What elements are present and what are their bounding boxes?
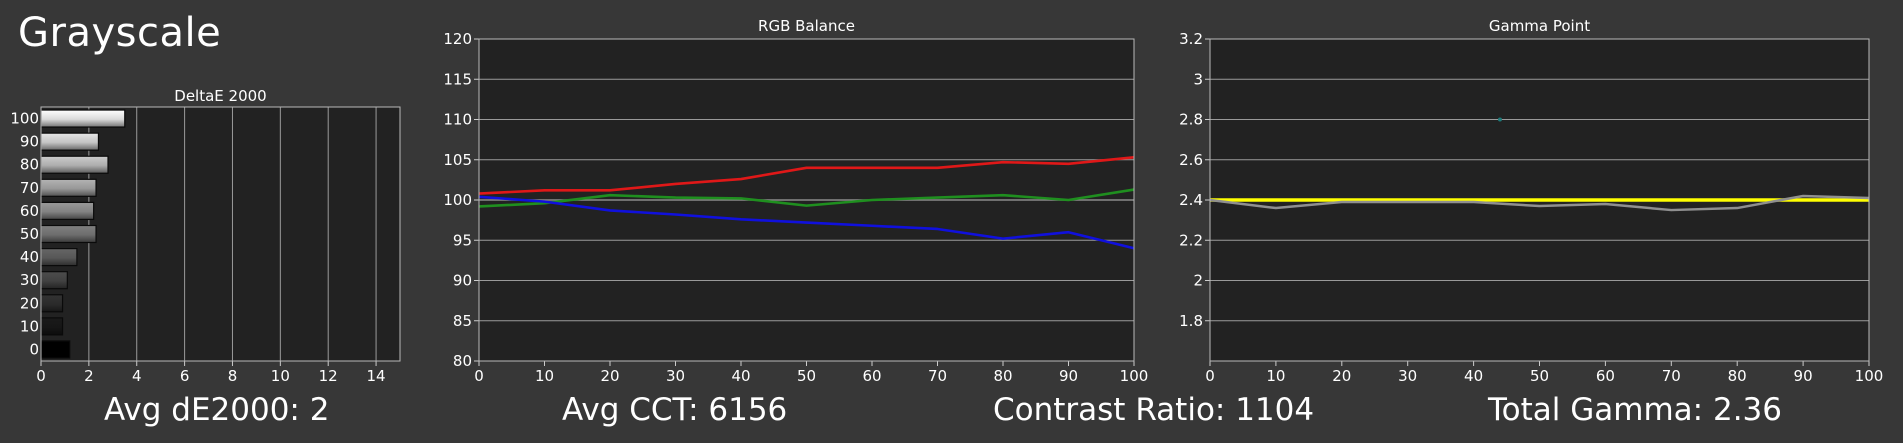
gamma-tick-label-x: 60	[1596, 367, 1615, 385]
contrast-stat: Contrast Ratio: 1104	[993, 392, 1314, 428]
contrast-label: Contrast Ratio:	[993, 392, 1236, 428]
rgb-plot-border	[478, 38, 1135, 362]
gamma-plot-border	[1209, 38, 1870, 362]
deltae-category-label: 80	[20, 156, 39, 174]
avg-cct-label: Avg CCT:	[562, 392, 709, 428]
rgb-tick-label-y: 120	[443, 30, 472, 48]
deltae-category-label: 30	[20, 271, 39, 289]
gamma-tick-label-y: 3	[1193, 70, 1203, 88]
deltae-chart-title: DeltaE 2000	[174, 87, 266, 105]
rgb-tick-label-y: 95	[453, 231, 472, 249]
gamma-series-line-0	[1209, 194, 1870, 212]
deltae-bar-30	[40, 271, 68, 290]
rgb-tick-label-y: 105	[443, 151, 472, 169]
rgb-tick-label-y: 85	[453, 312, 472, 330]
deltae-bar-60	[40, 201, 95, 221]
gamma-tick-label-x: 100	[1855, 367, 1884, 385]
deltae-plot-area	[41, 107, 400, 361]
rgb-tick-label-x: 100	[1120, 367, 1149, 385]
rgb-tick-label-x: 30	[666, 367, 685, 385]
rgb-tick-label-y: 80	[453, 352, 472, 370]
avg-de-label: Avg dE2000:	[104, 392, 310, 428]
gamma-stat: Total Gamma: 2.36	[1488, 392, 1782, 428]
rgb-tick-label-x: 60	[862, 367, 881, 385]
deltae-bar-70	[40, 178, 97, 197]
deltae-category-label: 20	[20, 294, 39, 312]
rgb-tick-label-x: 50	[797, 367, 816, 385]
deltae-tick-label-x: 0	[36, 367, 46, 385]
deltae-bar-0	[40, 340, 71, 359]
deltae-plot-border	[40, 106, 401, 362]
deltae-bar-40	[40, 247, 78, 267]
deltae-category-label: 90	[20, 133, 39, 151]
rgb-tick-label-y: 115	[443, 70, 472, 88]
rgb-tick-label-y: 110	[443, 111, 472, 129]
gamma-tick-label-y: 2	[1193, 272, 1203, 290]
avg-de-value: 2	[309, 392, 330, 428]
rgb-tick-label-y: 100	[443, 191, 472, 209]
gamma-tick-label-y: 2.6	[1179, 151, 1203, 169]
deltae-category-label: 60	[20, 202, 39, 220]
gamma-tick-label-x: 70	[1662, 367, 1681, 385]
gamma-tick-label-y: 3.2	[1179, 30, 1203, 48]
gamma-chart-title: Gamma Point	[1489, 17, 1590, 35]
rgb-series-line-0	[478, 156, 1135, 195]
deltae-tick-label-x: 8	[228, 367, 238, 385]
deltae-tick-label-x: 12	[319, 367, 338, 385]
gamma-tick-label-y: 2.4	[1179, 191, 1203, 209]
avg-cct-stat: Avg CCT: 6156	[562, 392, 787, 428]
rgb-tick-label-x: 20	[600, 367, 619, 385]
gamma-tick-label-y: 1.8	[1179, 312, 1203, 330]
deltae-tick-label-x: 2	[84, 367, 94, 385]
gamma-tick-label-y: 2.8	[1179, 111, 1203, 129]
rgb-tick-label-x: 10	[535, 367, 554, 385]
deltae-bar-80	[40, 155, 109, 174]
deltae-tick-label-x: 4	[132, 367, 142, 385]
gamma-label: Total Gamma:	[1488, 392, 1713, 428]
deltae-bar-90	[40, 132, 100, 151]
contrast-value: 1104	[1235, 392, 1315, 428]
deltae-tick-label-x: 10	[271, 367, 290, 385]
deltae-tick-label-x: 14	[367, 367, 386, 385]
rgb-series-line-2	[478, 195, 1135, 250]
gamma-tick-label-x: 40	[1464, 367, 1483, 385]
deltae-bar-20	[40, 294, 64, 313]
gamma-tick-label-y: 2.2	[1179, 231, 1203, 249]
page-title: Grayscale	[18, 10, 222, 56]
rgb-tick-label-x: 0	[474, 367, 484, 385]
deltae-bar-50	[40, 224, 97, 244]
deltae-category-label: 70	[20, 179, 39, 197]
rgb-series-line-1	[478, 188, 1135, 208]
deltae-category-label: 10	[20, 317, 39, 335]
avg-de-stat: Avg dE2000: 2	[104, 392, 329, 428]
gamma-marker-point	[1497, 117, 1502, 122]
deltae-category-label: 100	[10, 110, 39, 128]
rgb-tick-label-x: 90	[1059, 367, 1078, 385]
rgb-tick-label-x: 40	[731, 367, 750, 385]
deltae-bar-100	[40, 109, 126, 128]
deltae-category-label: 40	[20, 248, 39, 266]
deltae-bar-10	[40, 317, 64, 336]
rgb-tick-label-y: 90	[453, 272, 472, 290]
rgb-tick-label-x: 70	[928, 367, 947, 385]
gamma-tick-label-x: 10	[1266, 367, 1285, 385]
avg-cct-value: 6156	[708, 392, 788, 428]
gamma-tick-label-x: 20	[1332, 367, 1351, 385]
gamma-tick-label-x: 90	[1794, 367, 1813, 385]
gamma-tick-label-x: 30	[1398, 367, 1417, 385]
rgb-tick-label-x: 80	[993, 367, 1012, 385]
rgb-chart-title: RGB Balance	[758, 17, 855, 35]
deltae-category-label: 50	[20, 225, 39, 243]
deltae-tick-label-x: 6	[180, 367, 190, 385]
gamma-tick-label-x: 50	[1530, 367, 1549, 385]
gamma-value: 2.36	[1712, 392, 1782, 428]
deltae-category-label: 0	[29, 340, 39, 358]
gamma-tick-label-x: 0	[1205, 367, 1215, 385]
gamma-tick-label-x: 80	[1728, 367, 1747, 385]
